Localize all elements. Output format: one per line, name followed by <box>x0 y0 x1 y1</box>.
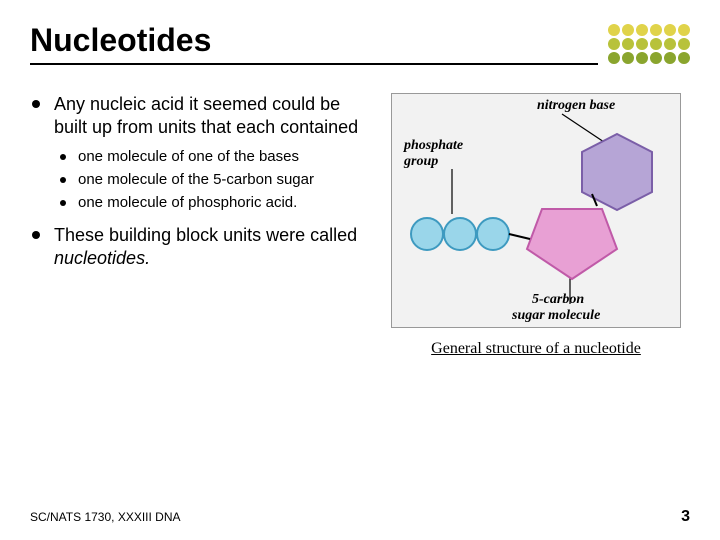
accent-dot <box>678 52 690 64</box>
phosphate-circle <box>444 218 476 250</box>
accent-dot <box>650 52 662 64</box>
sub-bullet-item: one molecule of one of the bases <box>54 148 370 167</box>
accent-dot <box>678 24 690 36</box>
label-phosphate-1: phosphate <box>404 138 463 154</box>
accent-dot <box>664 24 676 36</box>
accent-dot <box>664 38 676 50</box>
slide: Nucleotides Any nucleic acid it seemed c… <box>0 0 720 540</box>
accent-dot <box>636 38 648 50</box>
accent-dot <box>608 52 620 64</box>
accent-dot <box>622 38 634 50</box>
bullet-item: These building block units were called n… <box>30 224 370 269</box>
accent-dot <box>650 24 662 36</box>
sub-bullet-text: one molecule of the 5-carbon sugar <box>78 171 314 188</box>
sub-bullet-text: one molecule of one of the bases <box>78 148 299 165</box>
base-hexagon <box>582 134 652 210</box>
accent-dot <box>622 52 634 64</box>
sub-bullet-item: one molecule of phosphoric acid. <box>54 194 370 213</box>
accent-dot <box>650 38 662 50</box>
title-row: Nucleotides <box>30 22 690 65</box>
sub-bullet-text: one molecule of phosphoric acid. <box>78 194 297 211</box>
sub-bullet-list: one molecule of one of the bases one mol… <box>54 148 370 212</box>
sugar-pentagon <box>527 209 617 279</box>
phosphate-circle <box>477 218 509 250</box>
label-sugar-1: 5-carbon <box>532 292 584 308</box>
bullet-item: Any nucleic acid it seemed could be buil… <box>30 93 370 212</box>
sub-bullet-item: one molecule of the 5-carbon sugar <box>54 171 370 190</box>
accent-dot <box>622 24 634 36</box>
text-column: Any nucleic acid it seemed could be buil… <box>30 93 370 358</box>
label-phosphate-2: group <box>404 154 438 170</box>
phosphate-circle <box>411 218 443 250</box>
nucleotide-diagram: nitrogen base phosphate group 5-carbon s… <box>391 93 681 328</box>
bullet-text: These building block units were called <box>54 225 357 245</box>
figure-caption: General structure of a nucleotide <box>431 340 641 358</box>
page-title: Nucleotides <box>30 22 598 65</box>
accent-dots <box>608 24 690 64</box>
accent-dot <box>608 24 620 36</box>
label-sugar-2: sugar molecule <box>512 308 600 324</box>
bullet-text: Any nucleic acid it seemed could be buil… <box>54 94 358 137</box>
accent-dot <box>608 38 620 50</box>
page-number: 3 <box>681 508 690 526</box>
bullet-text-italic: nucleotides. <box>54 248 150 268</box>
accent-dot <box>664 52 676 64</box>
accent-dot <box>636 24 648 36</box>
bullet-list: Any nucleic acid it seemed could be buil… <box>30 93 370 269</box>
content-area: Any nucleic acid it seemed could be buil… <box>30 93 690 358</box>
accent-dot <box>678 38 690 50</box>
figure-column: nitrogen base phosphate group 5-carbon s… <box>382 93 690 358</box>
footer-course: SC/NATS 1730, XXXIII DNA <box>30 510 181 524</box>
accent-dot <box>636 52 648 64</box>
label-nitrogen-base: nitrogen base <box>537 98 615 114</box>
